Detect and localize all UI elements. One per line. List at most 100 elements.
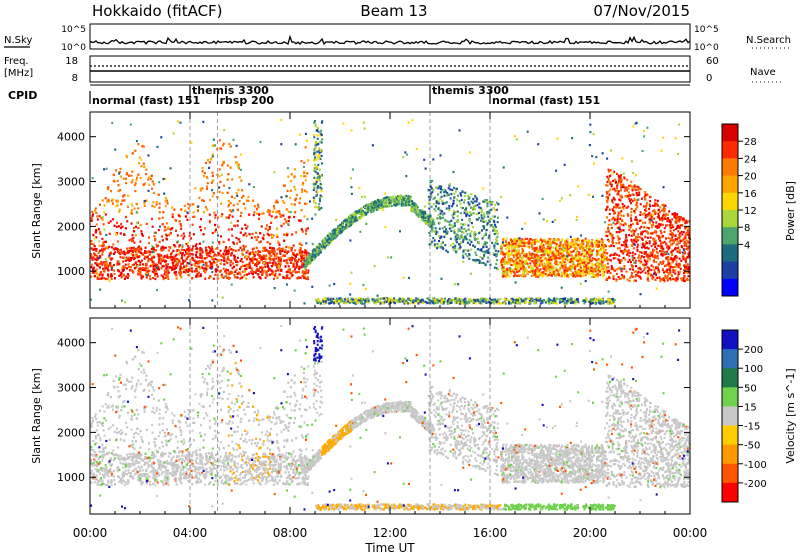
- power-cell: [208, 213, 211, 216]
- power-cell: [216, 264, 218, 267]
- power-cell: [205, 161, 207, 165]
- power-cell: [158, 257, 161, 260]
- power-cell: [570, 260, 573, 263]
- power-cell: [211, 247, 214, 251]
- power-cell: [122, 256, 125, 259]
- power-cell: [196, 265, 199, 268]
- power-cell: [470, 213, 473, 216]
- power-cell: [117, 189, 120, 193]
- power-cell: [256, 258, 258, 261]
- power-cell: [443, 225, 446, 228]
- power-cell: [191, 253, 194, 256]
- power-cell: [595, 251, 598, 254]
- power-cell: [493, 266, 496, 269]
- power-cell: [161, 216, 164, 219]
- power-cell: [460, 234, 463, 237]
- power-cell: [116, 179, 119, 182]
- power-cell: [475, 258, 478, 261]
- power-cell: [597, 258, 600, 261]
- power-cell: [316, 129, 319, 132]
- power-cell: [300, 256, 303, 259]
- power-cell: [367, 207, 370, 210]
- power-cell: [197, 261, 200, 264]
- power-cell: [448, 204, 451, 208]
- power-cell: [524, 237, 527, 241]
- power-cell: [240, 196, 243, 199]
- power-cell: [493, 247, 496, 250]
- power-cell: [562, 254, 565, 257]
- power-cell: [226, 261, 229, 265]
- power-cell: [210, 249, 213, 252]
- power-cell: [145, 271, 148, 274]
- power-cell: [532, 272, 534, 275]
- power-cell: [385, 203, 388, 206]
- power-cell: [368, 207, 371, 210]
- power-cell: [346, 226, 349, 229]
- power-cell: [187, 207, 190, 210]
- power-cell: [209, 158, 212, 161]
- power-cell: [206, 252, 209, 256]
- power-cell: [415, 203, 418, 206]
- power-cell: [397, 200, 400, 203]
- power-cell: [405, 199, 408, 202]
- power-cell: [218, 139, 221, 142]
- power-cell: [448, 209, 451, 212]
- power-cell: [139, 177, 142, 180]
- power-cell: [475, 196, 478, 199]
- power-cell: [598, 240, 601, 244]
- power-cell: [194, 244, 197, 247]
- power-cell: [245, 227, 248, 230]
- power-cell: [200, 218, 202, 221]
- power-cell: [509, 244, 512, 248]
- power-cell: [599, 246, 602, 249]
- power-cell: [507, 257, 510, 260]
- power-cell: [214, 223, 217, 227]
- power-cell: [199, 225, 202, 229]
- power-cell: [526, 245, 529, 248]
- power-cell: [203, 227, 206, 230]
- power-cell: [315, 252, 318, 255]
- power-cell: [274, 201, 277, 204]
- power-cell: [204, 271, 207, 274]
- power-cell: [119, 232, 122, 235]
- power-cell: [290, 247, 293, 250]
- power-cell: [474, 195, 477, 198]
- power-cell: [561, 238, 564, 241]
- power-cell: [181, 267, 184, 270]
- power-cell: [484, 233, 487, 236]
- power-cell: [289, 272, 292, 275]
- power-cell: [185, 248, 188, 251]
- power-cell: [524, 243, 527, 246]
- power-cell: [152, 247, 155, 250]
- power-cell: [537, 270, 540, 274]
- power-cell: [448, 221, 451, 224]
- power-cell: [483, 214, 486, 217]
- power-cell: [149, 277, 152, 281]
- power-cell: [183, 235, 186, 238]
- power-cell: [252, 271, 255, 274]
- power-cell: [513, 274, 515, 278]
- power-cell: [522, 261, 525, 264]
- power-cell: [233, 242, 235, 245]
- noise-sky-line: [89, 34, 691, 46]
- power-cell: [571, 250, 574, 253]
- power-cell: [126, 205, 129, 208]
- power-cell: [316, 127, 319, 130]
- power-cell: [592, 268, 595, 271]
- power-cell: [208, 161, 211, 164]
- power-cell: [233, 274, 236, 277]
- power-cell: [470, 222, 473, 225]
- power-cell: [269, 246, 271, 249]
- power-cell: [110, 268, 113, 271]
- power-cell: [317, 143, 320, 146]
- power-cell: [275, 252, 278, 255]
- power-cell: [164, 233, 167, 236]
- power-cell: [312, 188, 315, 192]
- power-cell: [561, 250, 564, 253]
- power-cell: [458, 243, 461, 246]
- nave-tick-top: 60: [706, 56, 719, 67]
- power-cell: [218, 242, 221, 245]
- power-cell: [218, 168, 221, 171]
- power-cell: [294, 255, 297, 258]
- power-cell: [109, 257, 112, 260]
